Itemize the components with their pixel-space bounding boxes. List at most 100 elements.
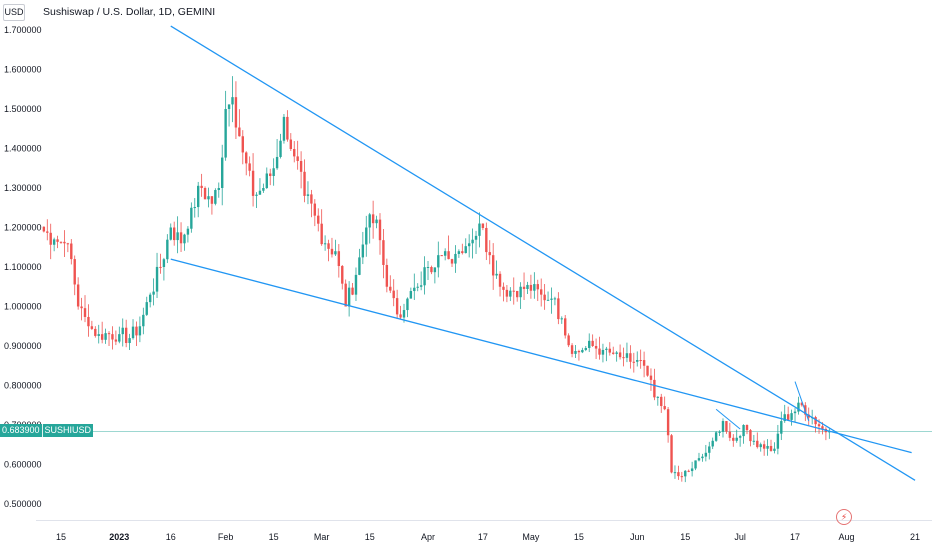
candle-body	[417, 287, 419, 288]
candle-body	[722, 421, 724, 432]
candle-body	[115, 340, 117, 342]
candle-body	[554, 298, 556, 299]
candle-body	[461, 251, 463, 253]
candle-body	[290, 140, 292, 149]
candle-body	[639, 360, 641, 361]
x-tick-label: 15	[56, 532, 66, 542]
candle-body	[746, 425, 748, 430]
candle-body	[63, 242, 65, 243]
candle-body	[382, 240, 384, 265]
x-tick-label: 16	[166, 532, 176, 542]
x-tick-label: Jul	[734, 532, 746, 542]
candle-body	[128, 338, 130, 343]
candle-body	[238, 128, 240, 137]
candle-body	[495, 274, 497, 276]
candle-body	[502, 287, 504, 290]
candle-body	[369, 214, 371, 227]
candle-body	[70, 244, 72, 260]
candle-body	[725, 421, 727, 432]
candle-body	[646, 366, 648, 376]
candle-body	[98, 334, 100, 336]
candle-body	[715, 432, 717, 440]
candle-body	[170, 228, 172, 240]
candle-body	[406, 299, 408, 310]
candle-body	[163, 259, 165, 267]
candle-body	[506, 290, 508, 297]
candle-body	[276, 157, 278, 168]
candle-body	[540, 289, 542, 294]
candle-body	[142, 315, 144, 326]
candle-body	[454, 254, 456, 264]
candle-body	[513, 291, 515, 292]
x-tick-label: 21	[910, 532, 920, 542]
candle-body	[56, 239, 58, 241]
candle-body	[245, 152, 247, 163]
candle-body	[327, 243, 329, 249]
x-tick-label: Jun	[630, 532, 645, 542]
candle-body	[547, 300, 549, 301]
y-tick-label: 1.600000	[4, 65, 42, 75]
y-tick-label: 0.800000	[4, 381, 42, 391]
candle-body	[543, 295, 545, 301]
candle-body	[468, 243, 470, 246]
last-price-badge: 0.683900 SUSHIUSD	[0, 424, 93, 437]
candle-body	[283, 117, 285, 141]
candle-body	[760, 444, 762, 447]
candle-body	[348, 288, 350, 307]
candle-body	[465, 246, 467, 253]
candle-body	[365, 228, 367, 245]
candle-body	[578, 351, 580, 352]
y-tick-label: 1.300000	[4, 183, 42, 193]
candle-body	[430, 267, 432, 272]
candle-body	[605, 349, 607, 350]
currency-selector[interactable]: USD	[3, 4, 25, 21]
candle-body	[458, 251, 460, 254]
y-tick-label: 1.400000	[4, 144, 42, 154]
y-tick-label: 1.500000	[4, 104, 42, 114]
candle-body	[770, 446, 772, 451]
candle-body	[643, 360, 645, 366]
candle-body	[653, 380, 655, 397]
candle-body	[550, 299, 552, 300]
candle-body	[43, 227, 45, 232]
candle-body	[375, 220, 377, 224]
candle-body	[224, 109, 226, 158]
candle-body	[386, 265, 388, 287]
candle-body	[149, 295, 151, 302]
candle-body	[259, 191, 261, 195]
candle-body	[132, 327, 134, 338]
candle-body	[242, 136, 244, 152]
candle-body	[146, 302, 148, 315]
y-tick-label: 1.200000	[4, 223, 42, 233]
candle-body	[235, 97, 237, 127]
candle-body	[499, 274, 501, 287]
candle-body	[633, 362, 635, 363]
candle-body	[451, 259, 453, 263]
candle-body	[101, 334, 103, 340]
candle-body	[591, 341, 593, 346]
candle-body	[571, 345, 573, 354]
candle-body	[629, 353, 631, 362]
candle-body	[557, 298, 559, 319]
candle-body	[77, 284, 79, 306]
candle-body	[338, 251, 340, 266]
candle-body	[701, 457, 703, 459]
y-tick-label: 0.900000	[4, 341, 42, 351]
y-tick-label: 1.000000	[4, 302, 42, 312]
candle-body	[74, 259, 76, 284]
y-tick-label: 1.100000	[4, 262, 42, 272]
trendline-flag	[716, 409, 740, 429]
candle-body	[756, 441, 758, 447]
x-tick-label: Feb	[218, 532, 234, 542]
y-tick-label: 0.500000	[4, 499, 42, 509]
candle-body	[317, 216, 319, 224]
x-tick-label: 17	[790, 532, 800, 542]
candle-body	[204, 188, 206, 199]
lightning-bolt-icon[interactable]: ⚡	[836, 509, 852, 525]
candle-body	[674, 472, 676, 473]
candle-body	[190, 208, 192, 229]
candle-body	[372, 214, 374, 223]
candle-body	[228, 104, 230, 109]
